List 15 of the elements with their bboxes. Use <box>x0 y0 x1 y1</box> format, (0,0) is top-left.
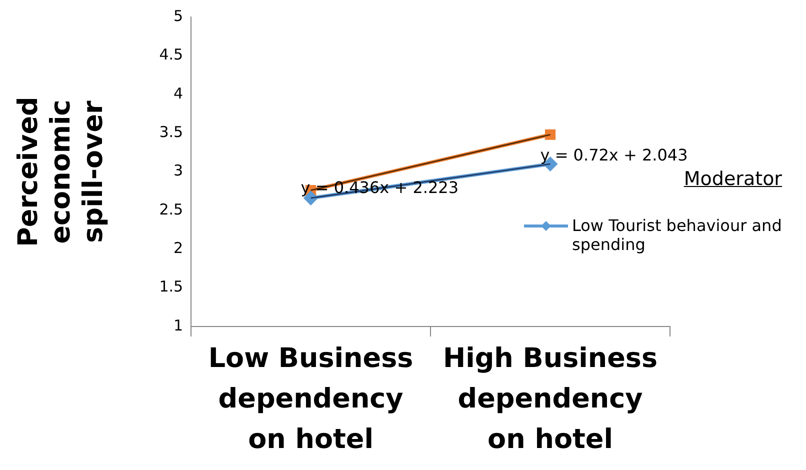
y-tick-label: 1 <box>174 316 184 334</box>
y-tick-label: 2.5 <box>159 200 184 218</box>
legend-title: Moderator <box>682 168 782 190</box>
y-tick-label: 3.5 <box>159 122 184 141</box>
x-tick-label: Low Business dependency on hotel <box>208 342 414 455</box>
y-tick-label: 3 <box>174 162 184 180</box>
y-tick-label: 4 <box>174 84 184 102</box>
legend-label: Low Tourist behaviour and spending <box>572 216 783 254</box>
y-tick-label: 4.5 <box>159 46 184 64</box>
y-tick-label: 1.5 <box>159 278 184 296</box>
y-axis-title: Perceived economic spill-over <box>13 96 110 247</box>
annotation: y = 0.72x + 2.043 <box>540 145 688 164</box>
y-tick-label: 2 <box>174 239 184 258</box>
y-tick-label: 5 <box>174 6 184 25</box>
x-tick-label: High Business dependency on hotel <box>442 342 658 455</box>
